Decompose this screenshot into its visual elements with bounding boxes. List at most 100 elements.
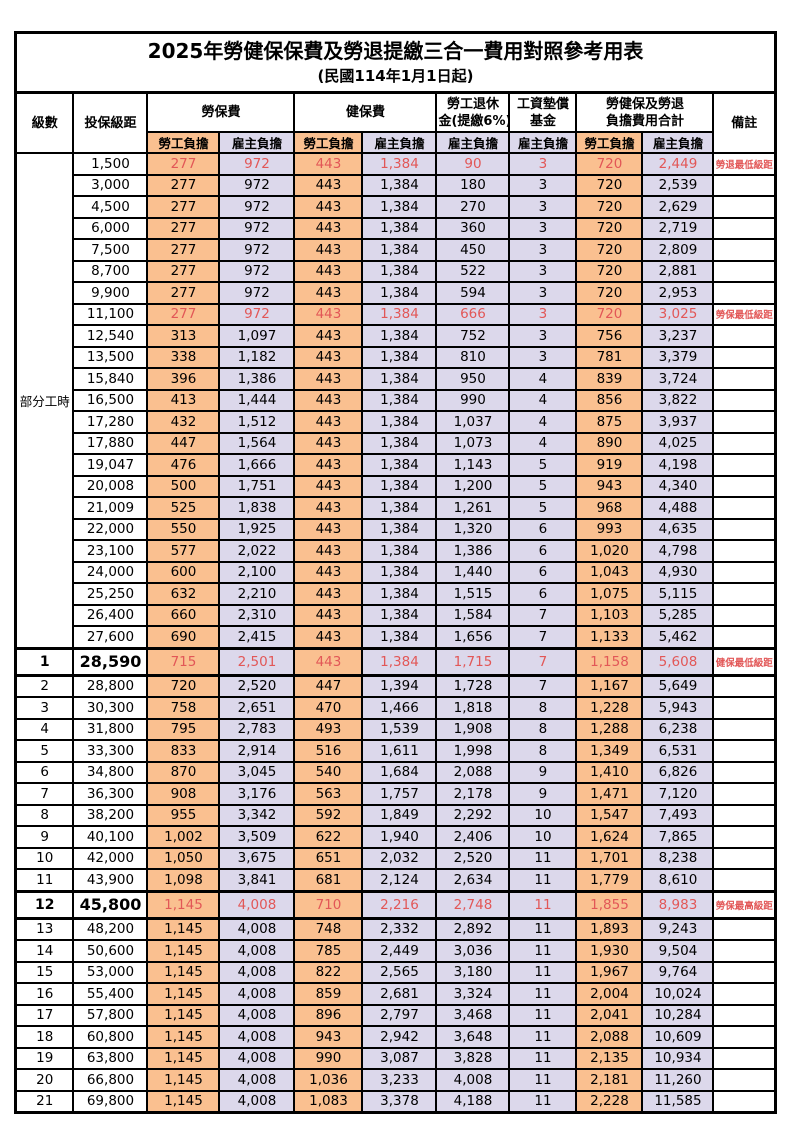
cell-labor-employer: 1,925 [218,517,296,541]
header-total: 勞健保及勞退 負擔費用合計 [575,91,715,133]
cell-total-employee: 1,967 [575,960,644,984]
cell-health-employer: 3,233 [361,1068,438,1092]
cell-total-employer: 10,024 [641,982,715,1006]
table-row: 27,600 690 2,415 443 1,384 1,656 7 1,133 5,462 [15,625,777,649]
cell-bracket: 34,800 [72,760,149,784]
cell-total-employer: 2,953 [641,281,715,305]
cell-labor-employee: 1,050 [146,846,221,870]
cell-remark [712,388,777,412]
cell-wage-fund-employer: 9 [508,760,578,784]
cell-total-employee: 720 [575,238,644,262]
cell-health-employee: 622 [293,825,364,849]
cell-total-employer: 5,115 [641,582,715,606]
cell-labor-employee: 1,145 [146,982,221,1006]
cell-pension-employer: 90 [435,152,511,176]
cell-health-employee: 443 [293,646,364,677]
cell-health-employer: 1,384 [361,431,438,455]
cell-labor-employee: 908 [146,782,221,806]
cell-labor-employer: 1,512 [218,410,296,434]
cell-pension-employer: 1,386 [435,539,511,563]
cell-labor-employer: 2,415 [218,625,296,649]
cell-labor-employer: 2,022 [218,539,296,563]
cell-labor-employee: 277 [146,216,221,240]
cell-wage-fund-employer: 7 [508,646,578,677]
cell-total-employer: 11,585 [641,1089,715,1114]
table-row: 20 66,800 1,145 4,008 1,036 3,233 4,008 11 2,181… [14,1068,777,1092]
header-labor-employer-share: 雇主負擔 [218,131,296,154]
cell-labor-employer: 972 [218,216,296,240]
cell-remark: 勞退最低級距 [712,152,777,176]
cell-health-employer: 2,681 [361,982,438,1006]
table-row: 11,100 277 972 443 1,384 666 3 720 3,025 勞保最低級距 [15,302,777,326]
table-row: 12,540 313 1,097 443 1,384 752 3 756 3,237 [15,324,777,348]
cell-total-employee: 1,349 [575,739,644,763]
cell-total-employer: 6,531 [641,739,715,763]
cell-wage-fund-employer: 11 [508,982,578,1006]
cell-remark: 勞保最高級距 [712,889,777,920]
cell-bracket: 63,800 [72,1046,149,1070]
cell-labor-employer: 972 [218,281,296,305]
cell-pension-employer: 1,908 [435,717,511,741]
cell-wage-fund-employer: 3 [508,281,578,305]
cell-wage-fund-employer: 3 [508,173,578,197]
cell-wage-fund-employer: 11 [508,1025,578,1049]
cell-labor-employee: 277 [146,281,221,305]
cell-total-employee: 1,855 [575,889,644,920]
table-row: 5 33,300 833 2,914 516 1,611 1,998 8 1,349 6,531 [14,739,777,763]
cell-health-employee: 822 [293,960,364,984]
cell-labor-employer: 972 [218,173,296,197]
header-total-line2: 負擔費用合計 [605,113,684,129]
cell-health-employer: 1,384 [361,603,438,627]
cell-remark [712,281,777,305]
table-row: 14 50,600 1,145 4,008 785 2,449 3,036 11 1,930 9,… [14,939,777,963]
cell-pension-employer: 752 [435,324,511,348]
cell-remark [712,517,777,541]
cell-level: 10 [14,846,75,870]
cell-total-employee: 2,135 [575,1046,644,1070]
cell-labor-employer: 1,097 [218,324,296,348]
cell-labor-employee: 277 [146,152,221,176]
cell-level: 8 [14,803,75,827]
cell-labor-employee: 795 [146,717,221,741]
cell-pension-employer: 1,998 [435,739,511,763]
cell-total-employer: 5,608 [641,646,715,677]
cell-total-employer: 3,025 [641,302,715,326]
table-row: 9,900 277 972 443 1,384 594 3 720 2,953 [15,281,777,305]
cell-labor-employee: 413 [146,388,221,412]
cell-health-employer: 1,384 [361,517,438,541]
cell-total-employer: 7,120 [641,782,715,806]
cell-remark [712,324,777,348]
cell-health-employer: 3,378 [361,1089,438,1114]
cell-total-employee: 839 [575,367,644,391]
cell-health-employer: 2,449 [361,939,438,963]
cell-wage-fund-employer: 4 [508,388,578,412]
cell-total-employee: 856 [575,388,644,412]
cell-labor-employer: 2,310 [218,603,296,627]
header-pension-employer-share: 雇主負擔 [435,131,511,154]
cell-bracket: 3,000 [72,173,149,197]
cell-wage-fund-employer: 8 [508,696,578,720]
cell-total-employer: 4,340 [641,474,715,498]
cell-health-employer: 2,332 [361,917,438,941]
table-row: 16,500 413 1,444 443 1,384 990 4 856 3,822 [15,388,777,412]
header-total-employer-share: 雇主負擔 [641,131,715,154]
cell-pension-employer: 810 [435,345,511,369]
cell-health-employee: 748 [293,917,364,941]
cell-pension-employer: 1,728 [435,674,511,698]
cell-labor-employer: 4,008 [218,1003,296,1027]
cell-labor-employee: 955 [146,803,221,827]
cell-labor-employee: 1,098 [146,868,221,892]
cell-labor-employer: 1,386 [218,367,296,391]
cell-health-employee: 443 [293,410,364,434]
cell-pension-employer: 1,037 [435,410,511,434]
cell-pension-employer: 3,828 [435,1046,511,1070]
cell-labor-employer: 3,045 [218,760,296,784]
cell-remark [712,982,777,1006]
table-row: 21,009 525 1,838 443 1,384 1,261 5 968 4,488 [15,496,777,520]
table-row: 4 31,800 795 2,783 493 1,539 1,908 8 1,288 6,238 [14,717,777,741]
cell-total-employee: 1,228 [575,696,644,720]
cell-labor-employee: 525 [146,496,221,520]
cell-wage-fund-employer: 3 [508,259,578,283]
cell-bracket: 66,800 [72,1068,149,1092]
cell-bracket: 25,250 [72,582,149,606]
